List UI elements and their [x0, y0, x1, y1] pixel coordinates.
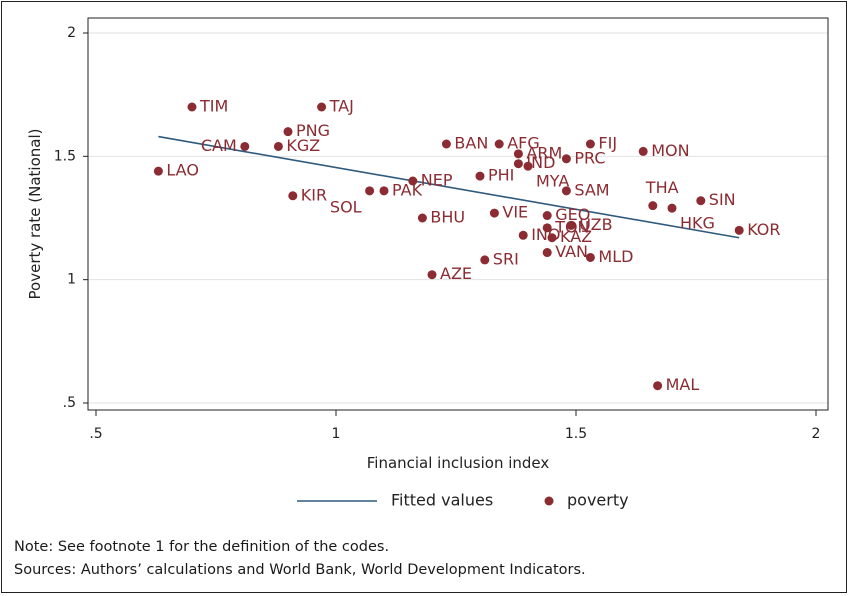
point-cam: [240, 141, 250, 151]
y-tick-label: 1: [67, 272, 76, 288]
point-label-bhu: BHU: [430, 208, 465, 227]
point-label-lao: LAO: [166, 161, 199, 180]
point-label-fij: FIJ: [598, 134, 617, 153]
point-ton: [542, 223, 552, 233]
point-label-png: PNG: [296, 121, 330, 140]
point-label-nep: NEP: [421, 171, 453, 190]
footnote-note: Note: See footnote 1 for the definition …: [14, 539, 390, 555]
point-label-kir: KIR: [301, 185, 327, 204]
point-kor: [734, 225, 744, 235]
axes: .5 1 1.5 2 .5 1 1.5 2: [54, 25, 821, 442]
point-taj: [317, 102, 327, 112]
point-label-hkg: HKG: [680, 214, 715, 233]
fitted-values-line: [158, 135, 740, 239]
point-label-kor: KOR: [747, 220, 780, 239]
legend: Fitted values poverty: [297, 491, 629, 510]
point-label-mal: MAL: [666, 375, 700, 394]
x-axis-title: Financial inclusion index: [367, 454, 550, 472]
point-label-taj: TAJ: [329, 97, 354, 116]
point-ino: [518, 230, 528, 240]
point-label-geo: GEO: [555, 205, 590, 224]
legend-fitted-label: Fitted values: [391, 491, 493, 510]
point-label-aze: AZE: [440, 264, 472, 283]
point-label-kgz: KGZ: [286, 136, 320, 155]
fitted-line-layer: [158, 135, 740, 239]
point-aze: [427, 270, 437, 280]
y-tick-label: 1.5: [54, 148, 76, 164]
point-label-cam: CAM: [201, 136, 237, 155]
gridlines: [88, 32, 828, 404]
plot-area: [87, 17, 829, 411]
point-pak: [379, 186, 389, 196]
point-label-vie: VIE: [502, 203, 528, 222]
x-tick-label: 1: [332, 426, 341, 442]
point-label-pak: PAK: [392, 180, 423, 199]
point-ind: [513, 159, 523, 169]
point-afg: [494, 139, 504, 149]
point-nep: [408, 176, 418, 186]
y-tick-label: .5: [63, 395, 76, 411]
point-fij: [585, 139, 595, 149]
y-axis-title: Poverty rate (National): [26, 129, 44, 300]
point-label-mya: MYA: [536, 172, 569, 191]
point-bhu: [417, 213, 427, 223]
y-tick-label: 2: [67, 25, 76, 41]
point-van: [542, 248, 552, 258]
point-label-prc: PRC: [574, 148, 605, 167]
point-label-sam: SAM: [574, 180, 609, 199]
point-sam: [561, 186, 571, 196]
point-sin: [696, 196, 706, 206]
point-label-kaz: KAZ: [560, 227, 592, 246]
point-kgz: [273, 141, 283, 151]
point-arm: [513, 149, 523, 159]
point-label-mon: MON: [651, 141, 689, 160]
point-mya: [523, 161, 533, 171]
point-lao: [153, 166, 163, 176]
point-label-arm: ARM: [526, 143, 562, 162]
x-tick-label: .5: [89, 426, 102, 442]
point-label-ino: INO: [531, 225, 560, 244]
point-png: [283, 127, 293, 137]
point-phi: [475, 171, 485, 181]
point-label-uzb: UZB: [579, 215, 612, 234]
point-tha: [648, 201, 658, 211]
legend-poverty-swatch: [544, 496, 554, 506]
point-geo: [542, 211, 552, 221]
point-label-tha: THA: [645, 178, 679, 197]
point-label-afg: AFG: [507, 134, 540, 153]
point-tim: [187, 102, 197, 112]
point-label-sin: SIN: [709, 190, 736, 209]
footnote-sources: Sources: Authors’ calculations and World…: [14, 562, 586, 578]
x-tick-label: 2: [812, 426, 821, 442]
point-label-ban: BAN: [454, 134, 488, 153]
point-mon: [638, 146, 648, 156]
point-label-sri: SRI: [493, 249, 519, 268]
point-label-phi: PHI: [488, 166, 514, 185]
point-kaz: [547, 233, 557, 243]
point-label-mld: MLD: [598, 247, 633, 266]
point-label-van: VAN: [555, 242, 588, 261]
point-label-sol: SOL: [330, 197, 362, 216]
point-sol: [365, 186, 375, 196]
point-hkg: [667, 203, 677, 213]
point-prc: [561, 154, 571, 164]
point-mld: [585, 252, 595, 262]
point-label-ind: IND: [526, 153, 555, 172]
point-sri: [480, 255, 490, 265]
point-label-tim: TIM: [199, 97, 228, 116]
x-tick-label: 1.5: [565, 426, 587, 442]
point-mal: [653, 381, 663, 391]
point-kir: [288, 191, 298, 201]
point-uzb: [566, 220, 576, 230]
point-vie: [489, 208, 499, 218]
point-ban: [441, 139, 451, 149]
legend-poverty-label: poverty: [567, 491, 629, 510]
